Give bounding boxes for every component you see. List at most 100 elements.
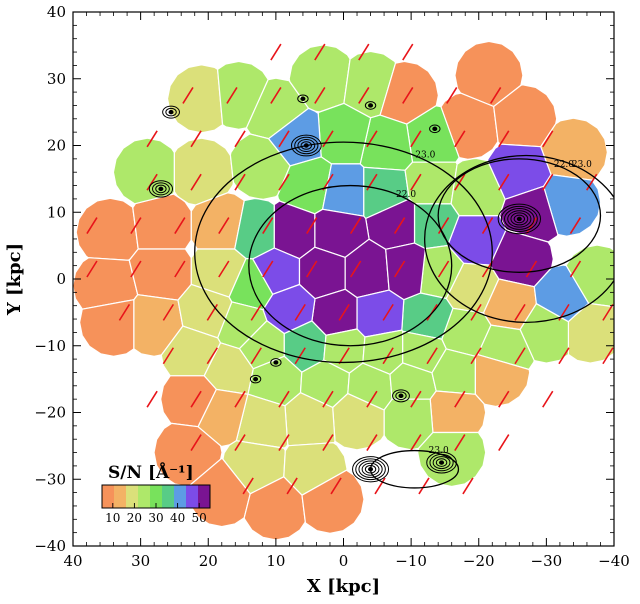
x-tick-label: 20 — [199, 552, 218, 570]
source-ring — [294, 136, 319, 155]
slash-marker — [330, 477, 342, 495]
point-source — [429, 124, 441, 134]
slash-marker — [146, 173, 158, 191]
source-core — [517, 216, 522, 222]
slash-marker — [393, 260, 406, 278]
y-tick-label: −30 — [34, 470, 66, 488]
source-ring — [497, 203, 542, 235]
source-core — [253, 376, 258, 382]
source-ring — [249, 374, 262, 384]
slash-marker — [278, 434, 290, 451]
slash-marker — [569, 260, 582, 278]
x-tick-label: 10 — [266, 552, 285, 570]
slash-marker — [410, 390, 422, 408]
slash-marker — [542, 130, 554, 148]
point-source — [364, 101, 377, 110]
x-axis-title: X [kpc] — [307, 576, 380, 597]
y-tick-label: 10 — [47, 203, 66, 221]
source-ring — [513, 214, 526, 224]
x-tick-label: −10 — [395, 552, 427, 570]
voronoi-cell — [216, 60, 269, 131]
y-tick-label: 0 — [56, 270, 66, 288]
y-axis-title: Y [kpc] — [4, 243, 25, 316]
slash-marker — [542, 390, 554, 408]
slash-marker — [514, 303, 526, 321]
slash-marker — [402, 87, 414, 104]
voronoi-cell — [160, 375, 218, 428]
slash-marker — [366, 390, 378, 408]
slash-marker — [86, 260, 98, 278]
slash-marker — [234, 130, 246, 148]
slash-marker — [498, 390, 510, 408]
colorbar-segment — [150, 485, 163, 508]
colorbar: 10 20 30 40 50 — [101, 484, 211, 525]
y-tick-label: −40 — [34, 537, 66, 555]
slash-marker — [470, 347, 482, 365]
slash-marker — [366, 434, 378, 451]
colorbar-segment — [162, 485, 175, 508]
slash-marker — [190, 130, 202, 148]
source-ring — [270, 358, 282, 367]
slash-marker — [498, 130, 510, 148]
slash-marker — [410, 434, 422, 451]
contour-line — [437, 158, 602, 273]
source-ring — [358, 460, 383, 478]
slash-marker — [278, 173, 290, 191]
slash-marker — [402, 43, 414, 61]
slash-marker — [470, 303, 482, 321]
slash-marker — [374, 477, 386, 495]
slash-marker — [454, 173, 466, 191]
colorbar-tick-label: 50 — [192, 511, 207, 525]
contour-label: 22.0 — [554, 160, 574, 170]
slash-marker — [262, 260, 274, 278]
source-ring — [510, 212, 529, 226]
slash-marker — [234, 434, 246, 451]
contour-label: 23.0 — [429, 446, 449, 456]
slash-marker — [498, 173, 510, 191]
slash-marker — [314, 87, 326, 104]
source-ring — [429, 453, 454, 472]
slash-marker — [322, 130, 334, 148]
point-source — [162, 105, 180, 119]
source-ring — [435, 458, 448, 467]
slash-marker — [270, 43, 282, 61]
slash-marker — [418, 477, 430, 495]
slash-marker — [366, 173, 378, 191]
point-source — [270, 358, 282, 367]
source-core — [368, 103, 373, 108]
source-ring — [364, 464, 377, 474]
source-ring — [500, 205, 538, 233]
slash-marker — [462, 477, 474, 495]
isophote-contours: 23.022.022.023.023.0 — [194, 141, 614, 489]
slash-marker — [286, 477, 298, 495]
red-slash-markers — [86, 43, 614, 495]
source-ring — [504, 208, 535, 230]
slash-marker — [525, 260, 538, 278]
y-tick-label: −10 — [34, 337, 66, 355]
slash-marker — [454, 434, 466, 451]
slash-marker — [349, 217, 362, 235]
contour-line — [194, 141, 493, 364]
voronoi-cell — [301, 469, 365, 534]
voronoi-cell — [567, 302, 614, 364]
source-ring — [426, 451, 457, 474]
slash-marker — [558, 347, 570, 365]
slash-marker — [146, 390, 158, 408]
point-source — [352, 456, 390, 483]
slash-marker — [278, 130, 290, 148]
source-core — [300, 96, 306, 101]
source-ring — [429, 124, 441, 134]
slash-marker — [338, 347, 350, 365]
source-ring — [432, 456, 451, 470]
slash-marker — [314, 43, 326, 61]
slash-marker — [146, 130, 158, 148]
source-ring — [148, 180, 174, 198]
slash-marker — [294, 347, 306, 365]
voronoi-cell — [356, 289, 405, 338]
slash-marker — [226, 87, 238, 104]
source-ring — [155, 184, 167, 194]
slash-marker — [569, 217, 582, 235]
source-core — [432, 126, 437, 132]
